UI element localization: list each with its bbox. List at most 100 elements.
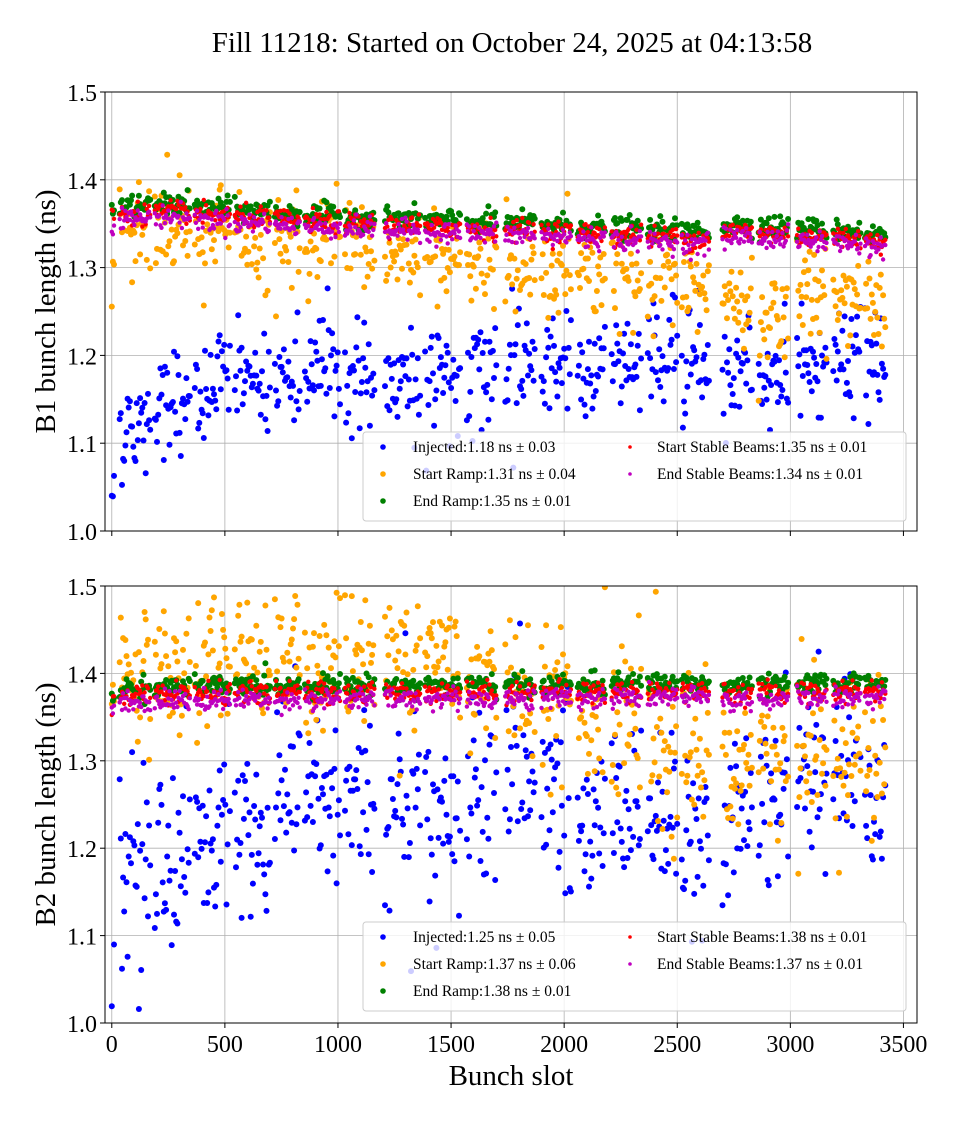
data-point: [679, 353, 685, 359]
data-point: [637, 286, 643, 292]
data-point: [454, 373, 460, 379]
data-point: [260, 255, 266, 261]
data-point: [318, 842, 324, 848]
data-point: [433, 388, 439, 394]
data-point: [110, 493, 116, 499]
data-point: [596, 755, 602, 761]
data-point: [180, 226, 184, 230]
data-point: [410, 270, 416, 276]
data-point: [207, 615, 213, 621]
data-point: [518, 806, 524, 812]
data-point: [699, 284, 705, 290]
data-point: [304, 665, 310, 671]
data-point: [838, 249, 842, 253]
data-point: [513, 341, 519, 347]
data-point: [778, 394, 784, 400]
data-point: [549, 263, 555, 269]
data-point: [202, 348, 208, 354]
data-point: [129, 749, 135, 755]
data-point: [273, 687, 277, 691]
data-point: [152, 925, 158, 931]
data-point: [245, 832, 251, 838]
data-point: [530, 753, 536, 759]
data-point: [292, 688, 296, 692]
data-point: [559, 803, 565, 809]
data-point: [648, 230, 652, 234]
data-point: [401, 228, 405, 232]
data-point: [126, 661, 132, 667]
data-point: [645, 314, 651, 320]
data-point: [725, 297, 731, 303]
data-point: [750, 225, 754, 229]
data-point: [417, 822, 423, 828]
data-point: [490, 348, 496, 354]
data-point: [613, 261, 619, 267]
data-point: [428, 345, 434, 351]
data-point: [261, 871, 267, 877]
data-point: [417, 635, 423, 641]
data-point: [147, 197, 153, 203]
data-point: [464, 836, 470, 842]
data-point: [735, 228, 739, 232]
data-point: [695, 252, 699, 256]
data-point: [873, 771, 879, 777]
data-point: [492, 877, 498, 883]
data-point: [370, 642, 376, 648]
data-point: [780, 231, 784, 235]
data-point: [675, 233, 679, 237]
data-point: [657, 275, 663, 281]
data-point: [292, 227, 296, 231]
data-point: [628, 251, 634, 257]
data-point: [325, 285, 331, 291]
data-point: [162, 631, 168, 637]
data-point: [655, 818, 661, 824]
data-point: [453, 223, 457, 227]
data-point: [457, 229, 461, 233]
data-point: [467, 389, 473, 395]
data-point: [819, 267, 825, 273]
data-point: [274, 679, 278, 683]
data-point: [528, 257, 534, 263]
data-point: [679, 304, 685, 310]
data-point: [118, 836, 124, 842]
data-point: [539, 223, 543, 227]
data-point: [406, 854, 412, 860]
data-point: [187, 228, 193, 234]
data-point: [372, 687, 376, 691]
data-point: [161, 203, 165, 207]
data-point: [556, 310, 562, 316]
data-point: [576, 838, 582, 844]
data-point: [112, 217, 116, 221]
data-point: [154, 222, 158, 226]
data-point: [601, 345, 607, 351]
data-point: [766, 230, 770, 234]
data-point: [547, 827, 553, 833]
data-point: [179, 200, 183, 204]
data-point: [201, 221, 205, 225]
data-point: [211, 237, 217, 243]
data-point: [436, 835, 442, 841]
data-point: [136, 179, 142, 185]
data-point: [546, 227, 550, 231]
data-point: [588, 737, 594, 743]
data-point: [276, 692, 280, 696]
data-point: [723, 247, 727, 251]
data-point: [835, 317, 841, 323]
data-point: [239, 634, 245, 640]
data-point: [205, 412, 211, 418]
data-point: [664, 252, 670, 258]
data-point: [399, 266, 405, 272]
data-point: [515, 818, 521, 824]
data-point: [560, 707, 566, 713]
data-point: [324, 210, 328, 214]
data-point: [658, 298, 664, 304]
data-point: [544, 237, 548, 241]
data-point: [671, 856, 677, 862]
data-point: [119, 482, 125, 488]
data-point: [511, 352, 517, 358]
data-point: [784, 756, 790, 762]
data-point: [813, 315, 819, 321]
data-point: [531, 378, 537, 384]
data-point: [145, 637, 151, 643]
data-point: [228, 682, 232, 686]
